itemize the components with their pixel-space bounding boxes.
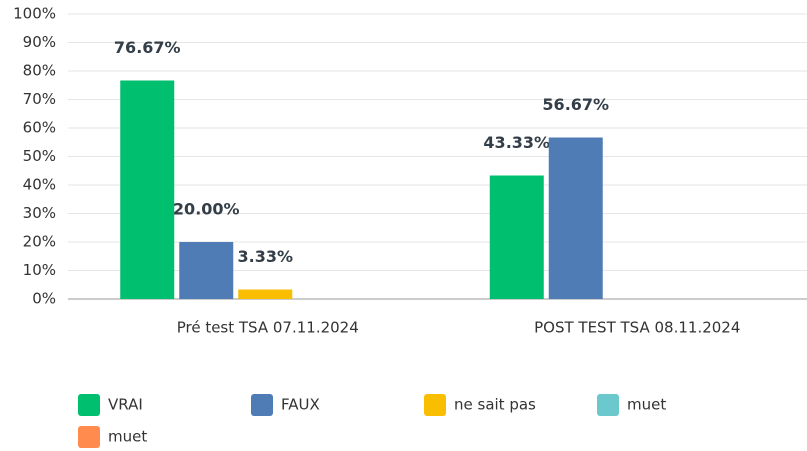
y-tick-label: 50% xyxy=(23,147,56,165)
y-tick-label: 30% xyxy=(23,204,56,222)
data-label: 76.67% xyxy=(114,38,181,57)
data-label: 56.67% xyxy=(542,95,609,114)
legend-swatch xyxy=(78,426,100,448)
y-tick-label: 80% xyxy=(23,62,56,80)
data-label: 3.33% xyxy=(237,247,293,266)
legend-swatch xyxy=(597,394,619,416)
data-label: 20.00% xyxy=(173,200,240,219)
y-tick-label: 90% xyxy=(23,33,56,51)
legend-label: muet xyxy=(627,396,666,414)
bar xyxy=(120,80,175,299)
legend-label: ne sait pas xyxy=(454,396,536,414)
y-tick-label: 40% xyxy=(23,176,56,194)
legend-swatch xyxy=(251,394,273,416)
y-tick-label: 20% xyxy=(23,233,56,251)
bar xyxy=(489,175,544,299)
x-tick-label: POST TEST TSA 08.11.2024 xyxy=(534,319,740,337)
y-tick-label: 10% xyxy=(23,261,56,279)
y-tick-label: 70% xyxy=(23,90,56,108)
legend-swatch xyxy=(424,394,446,416)
bar xyxy=(548,137,603,299)
data-label: 43.33% xyxy=(483,133,550,152)
x-tick-label: Pré test TSA 07.11.2024 xyxy=(177,319,359,337)
legend-label: VRAI xyxy=(108,396,143,414)
bar xyxy=(179,242,234,299)
y-tick-label: 100% xyxy=(13,5,56,23)
legend-label: muet xyxy=(108,428,147,446)
y-tick-label: 0% xyxy=(32,290,56,308)
y-tick-label: 60% xyxy=(23,119,56,137)
bar xyxy=(238,289,293,299)
legend-label: FAUX xyxy=(281,396,320,414)
legend-swatch xyxy=(78,394,100,416)
